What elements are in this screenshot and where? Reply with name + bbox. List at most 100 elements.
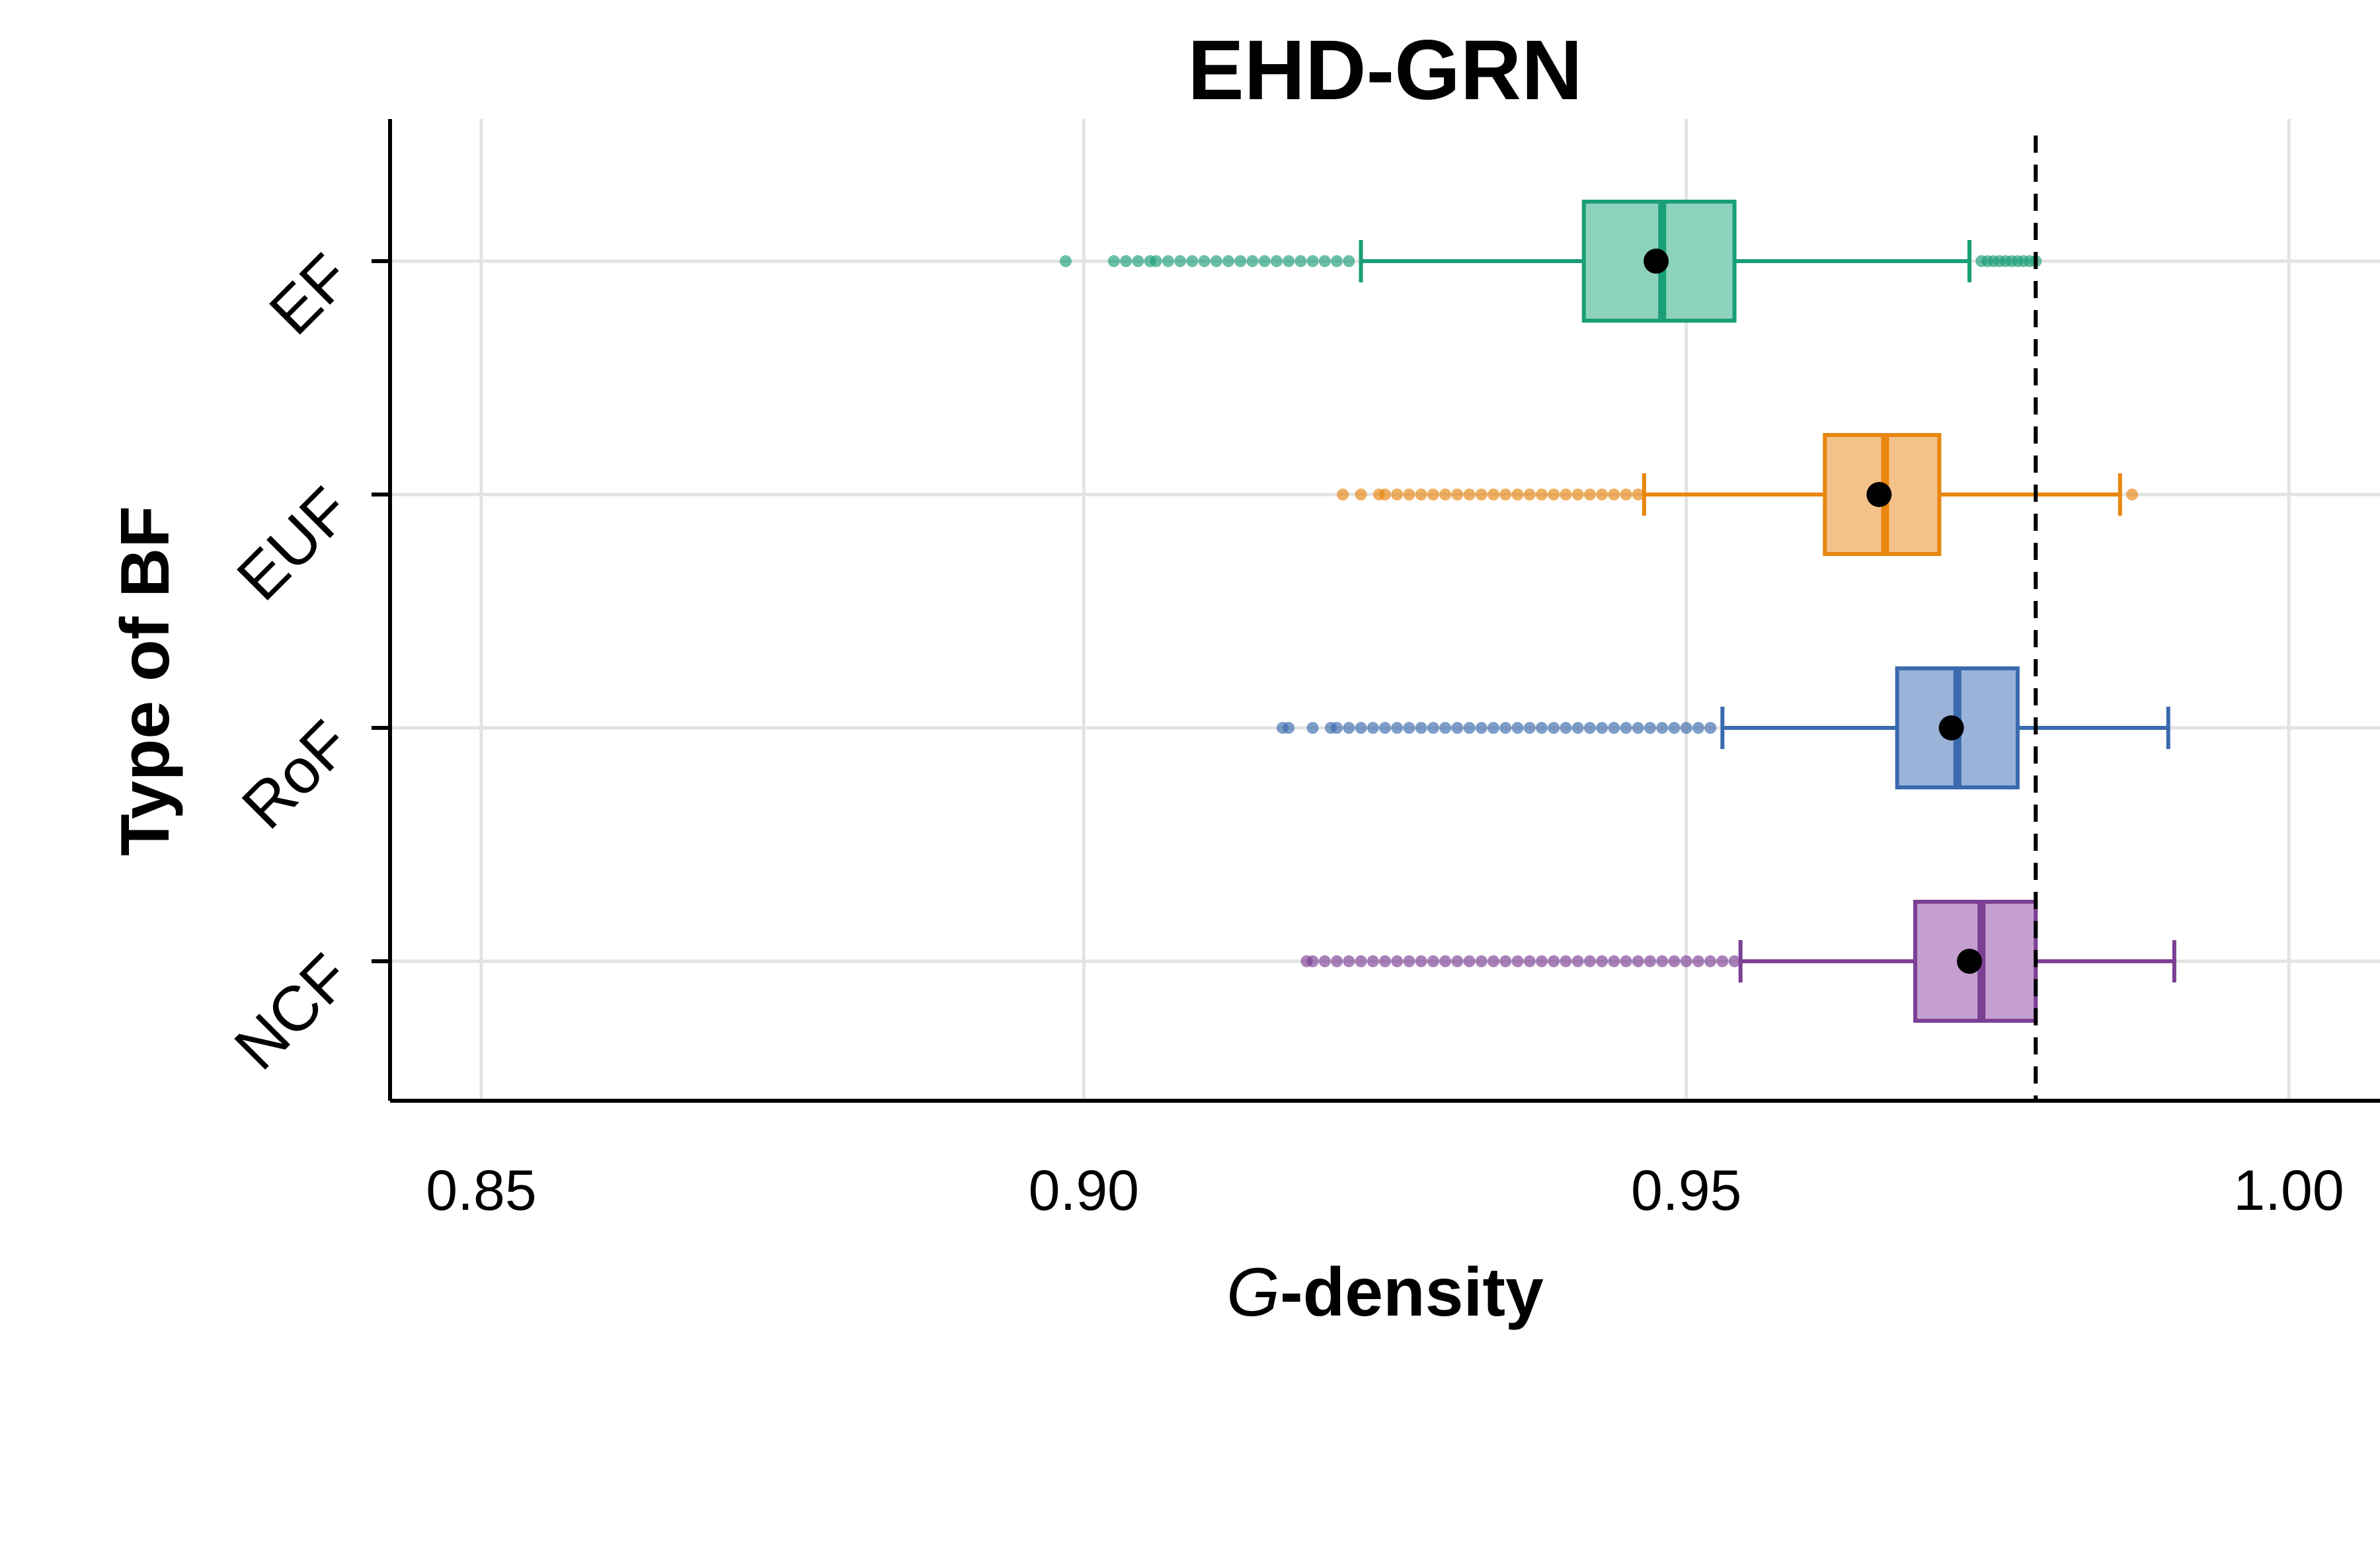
outlier-point-1 — [1355, 489, 1367, 500]
outlier-point-2 — [1306, 722, 1319, 734]
mean-point — [1956, 949, 1982, 974]
outlier-point-5 — [1150, 255, 1162, 267]
outlier-point-21 — [1548, 955, 1560, 967]
grid — [390, 119, 2380, 1101]
outlier-point-21 — [1535, 722, 1548, 734]
outlier-point-26 — [1608, 955, 1620, 967]
outlier-point-9 — [1451, 489, 1464, 500]
outlier-point-16 — [1475, 722, 1488, 734]
outlier-point-18 — [1499, 722, 1512, 734]
y-tick-label-ef: EF — [256, 241, 363, 348]
outlier-point-18 — [1306, 255, 1319, 267]
outlier-point-0 — [1059, 255, 1072, 267]
outlier-point-15 — [1475, 955, 1488, 967]
outlier-point-5 — [1343, 722, 1355, 734]
mean-point — [1644, 249, 1669, 274]
outlier-point-3 — [1379, 489, 1391, 500]
outlier-point-17 — [1488, 722, 1500, 734]
x-axis-title-prefix: G — [1226, 1254, 1280, 1331]
outlier-point-24 — [1571, 722, 1584, 734]
outlier-point-4 — [1331, 722, 1343, 734]
outlier-point-18 — [1511, 955, 1524, 967]
outlier-point-13 — [1439, 722, 1452, 734]
y-axis-title: Type of BF — [107, 506, 184, 856]
outlier-point-8 — [1391, 955, 1404, 967]
outlier-point-4 — [1391, 489, 1404, 500]
outlier-point-34 — [1704, 955, 1717, 967]
outlier-point-23 — [1560, 722, 1572, 734]
mean-point — [1866, 482, 1892, 507]
outlier-point-3 — [1132, 255, 1144, 267]
outlier-point-27 — [1620, 955, 1632, 967]
outlier-point-29 — [1632, 722, 1644, 734]
outlier-point-1 — [1306, 955, 1319, 967]
outlier-point-11 — [1475, 489, 1488, 500]
outlier-point-24 — [1632, 489, 1644, 500]
outlier-point-33 — [1692, 955, 1704, 967]
outlier-point-22 — [1608, 489, 1620, 500]
outlier-point-6 — [1355, 722, 1367, 734]
outlier-point-35 — [1704, 722, 1717, 734]
outlier-point-7 — [1174, 255, 1187, 267]
outlier-point-21 — [1596, 489, 1608, 500]
outlier-point-8 — [1186, 255, 1199, 267]
outlier-point-10 — [1415, 955, 1427, 967]
outlier-point-15 — [1463, 722, 1476, 734]
outlier-point-3 — [1331, 955, 1343, 967]
outlier-point-10 — [1210, 255, 1222, 267]
outlier-point-25 — [1596, 955, 1608, 967]
outlier-point-1 — [1107, 255, 1120, 267]
x-axis-title-suffix: -density — [1280, 1254, 1544, 1331]
outlier-point-17 — [1499, 955, 1512, 967]
y-axis-ticks: EF EUF RoF NCF — [221, 241, 390, 1083]
outlier-point-26 — [1596, 722, 1608, 734]
outlier-point-20 — [1583, 489, 1596, 500]
outlier-point-16 — [1488, 955, 1500, 967]
outlier-point-12 — [1427, 722, 1439, 734]
outlier-point-24 — [1583, 955, 1596, 967]
outlier-point-17 — [1548, 489, 1560, 500]
outlier-point-11 — [1222, 255, 1235, 267]
outlier-point-5 — [1355, 955, 1367, 967]
outlier-point-16 — [1283, 255, 1295, 267]
outlier-point-14 — [1258, 255, 1271, 267]
outlier-point-32 — [1680, 955, 1692, 967]
x-tick-label-3: 1.00 — [2233, 1159, 2344, 1222]
outlier-point-2 — [1318, 955, 1331, 967]
outlier-point-8 — [1379, 722, 1391, 734]
x-tick-label-1: 0.90 — [1029, 1159, 1139, 1222]
outlier-point-12 — [1439, 955, 1452, 967]
outlier-point-12 — [1234, 255, 1247, 267]
outlier-point-32 — [1668, 722, 1681, 734]
boxplot-ef — [1059, 200, 2042, 323]
outlier-point-7 — [1379, 955, 1391, 967]
outlier-point-22 — [1560, 955, 1572, 967]
outlier-point-11 — [1427, 955, 1439, 967]
outlier-point-21 — [1343, 255, 1355, 267]
outlier-point-30 — [1656, 955, 1669, 967]
y-tick-label-euf: EUF — [223, 474, 363, 614]
y-tick-label-rof: RoF — [229, 707, 364, 842]
outlier-point-25 — [1583, 722, 1596, 734]
boxplot-euf — [1337, 433, 2139, 556]
outlier-point-6 — [1162, 255, 1174, 267]
outlier-point-28 — [1620, 722, 1632, 734]
outlier-point-15 — [1270, 255, 1283, 267]
outlier-point-14 — [1463, 955, 1476, 967]
outlier-point-14 — [1511, 489, 1524, 500]
outlier-point-13 — [1246, 255, 1259, 267]
outlier-point-23 — [1571, 955, 1584, 967]
outlier-point-5 — [1403, 489, 1415, 500]
outlier-point-16 — [1535, 489, 1548, 500]
outlier-point-13 — [1451, 955, 1464, 967]
outlier-point-8 — [1439, 489, 1452, 500]
outlier-point-10 — [1403, 722, 1415, 734]
outlier-point-27 — [1608, 722, 1620, 734]
x-axis-title: G-density — [1226, 1254, 1544, 1331]
outlier-point-30 — [1644, 722, 1656, 734]
outlier-point-9 — [1391, 722, 1404, 734]
boxplot-ncf — [1300, 900, 2176, 1023]
outlier-point-28 — [1632, 955, 1644, 967]
outlier-point-36 — [1728, 955, 1741, 967]
